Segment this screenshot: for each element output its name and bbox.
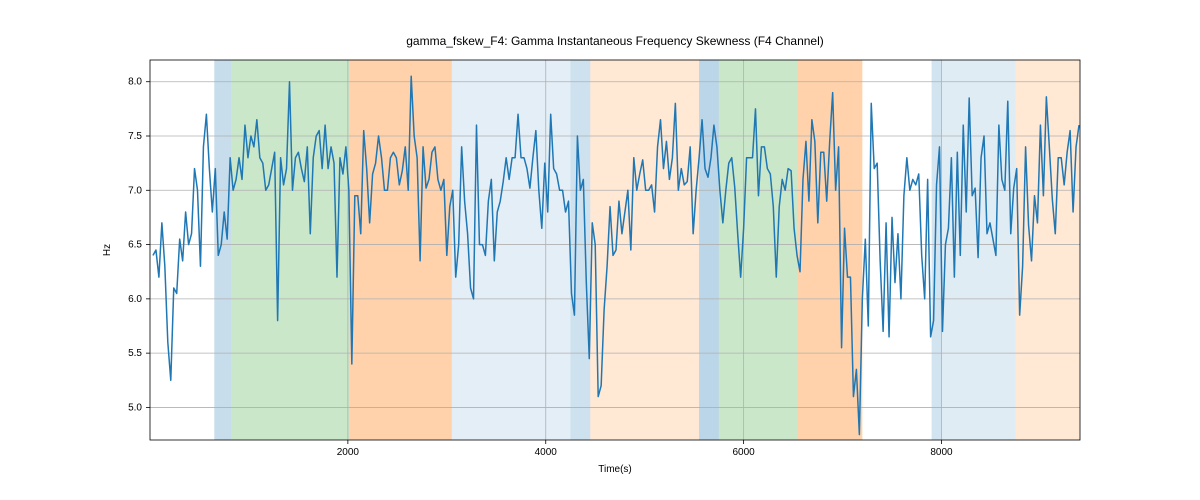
ytick-label: 6.5 [128, 240, 142, 251]
ytick-label: 7.5 [128, 131, 142, 142]
xtick-label: 4000 [535, 447, 558, 458]
chart-container: 2000 4000 6000 8000 5.0 5.5 6.0 6.5 7.0 7.5 8.0 Tim… [0, 0, 1200, 500]
ylabel: Hz [102, 244, 113, 256]
shaded-regions [214, 60, 1080, 440]
line-chart: 2000 4000 6000 8000 5.0 5.5 6.0 6.5 7.0 7.5 8.0 Tim… [0, 0, 1200, 500]
xtick-label: 6000 [732, 447, 755, 458]
ytick-label: 7.0 [128, 185, 142, 196]
ytick-label: 5.5 [128, 348, 142, 359]
ytick-label: 6.0 [128, 294, 142, 305]
xtick-label: 8000 [930, 447, 953, 458]
xlabel: Time(s) [598, 464, 632, 475]
xtick-label: 2000 [337, 447, 360, 458]
ytick-label: 8.0 [128, 77, 142, 88]
chart-title: gamma_fskew_F4: Gamma Instantaneous Freq… [406, 34, 824, 48]
ytick-label: 5.0 [128, 402, 142, 413]
